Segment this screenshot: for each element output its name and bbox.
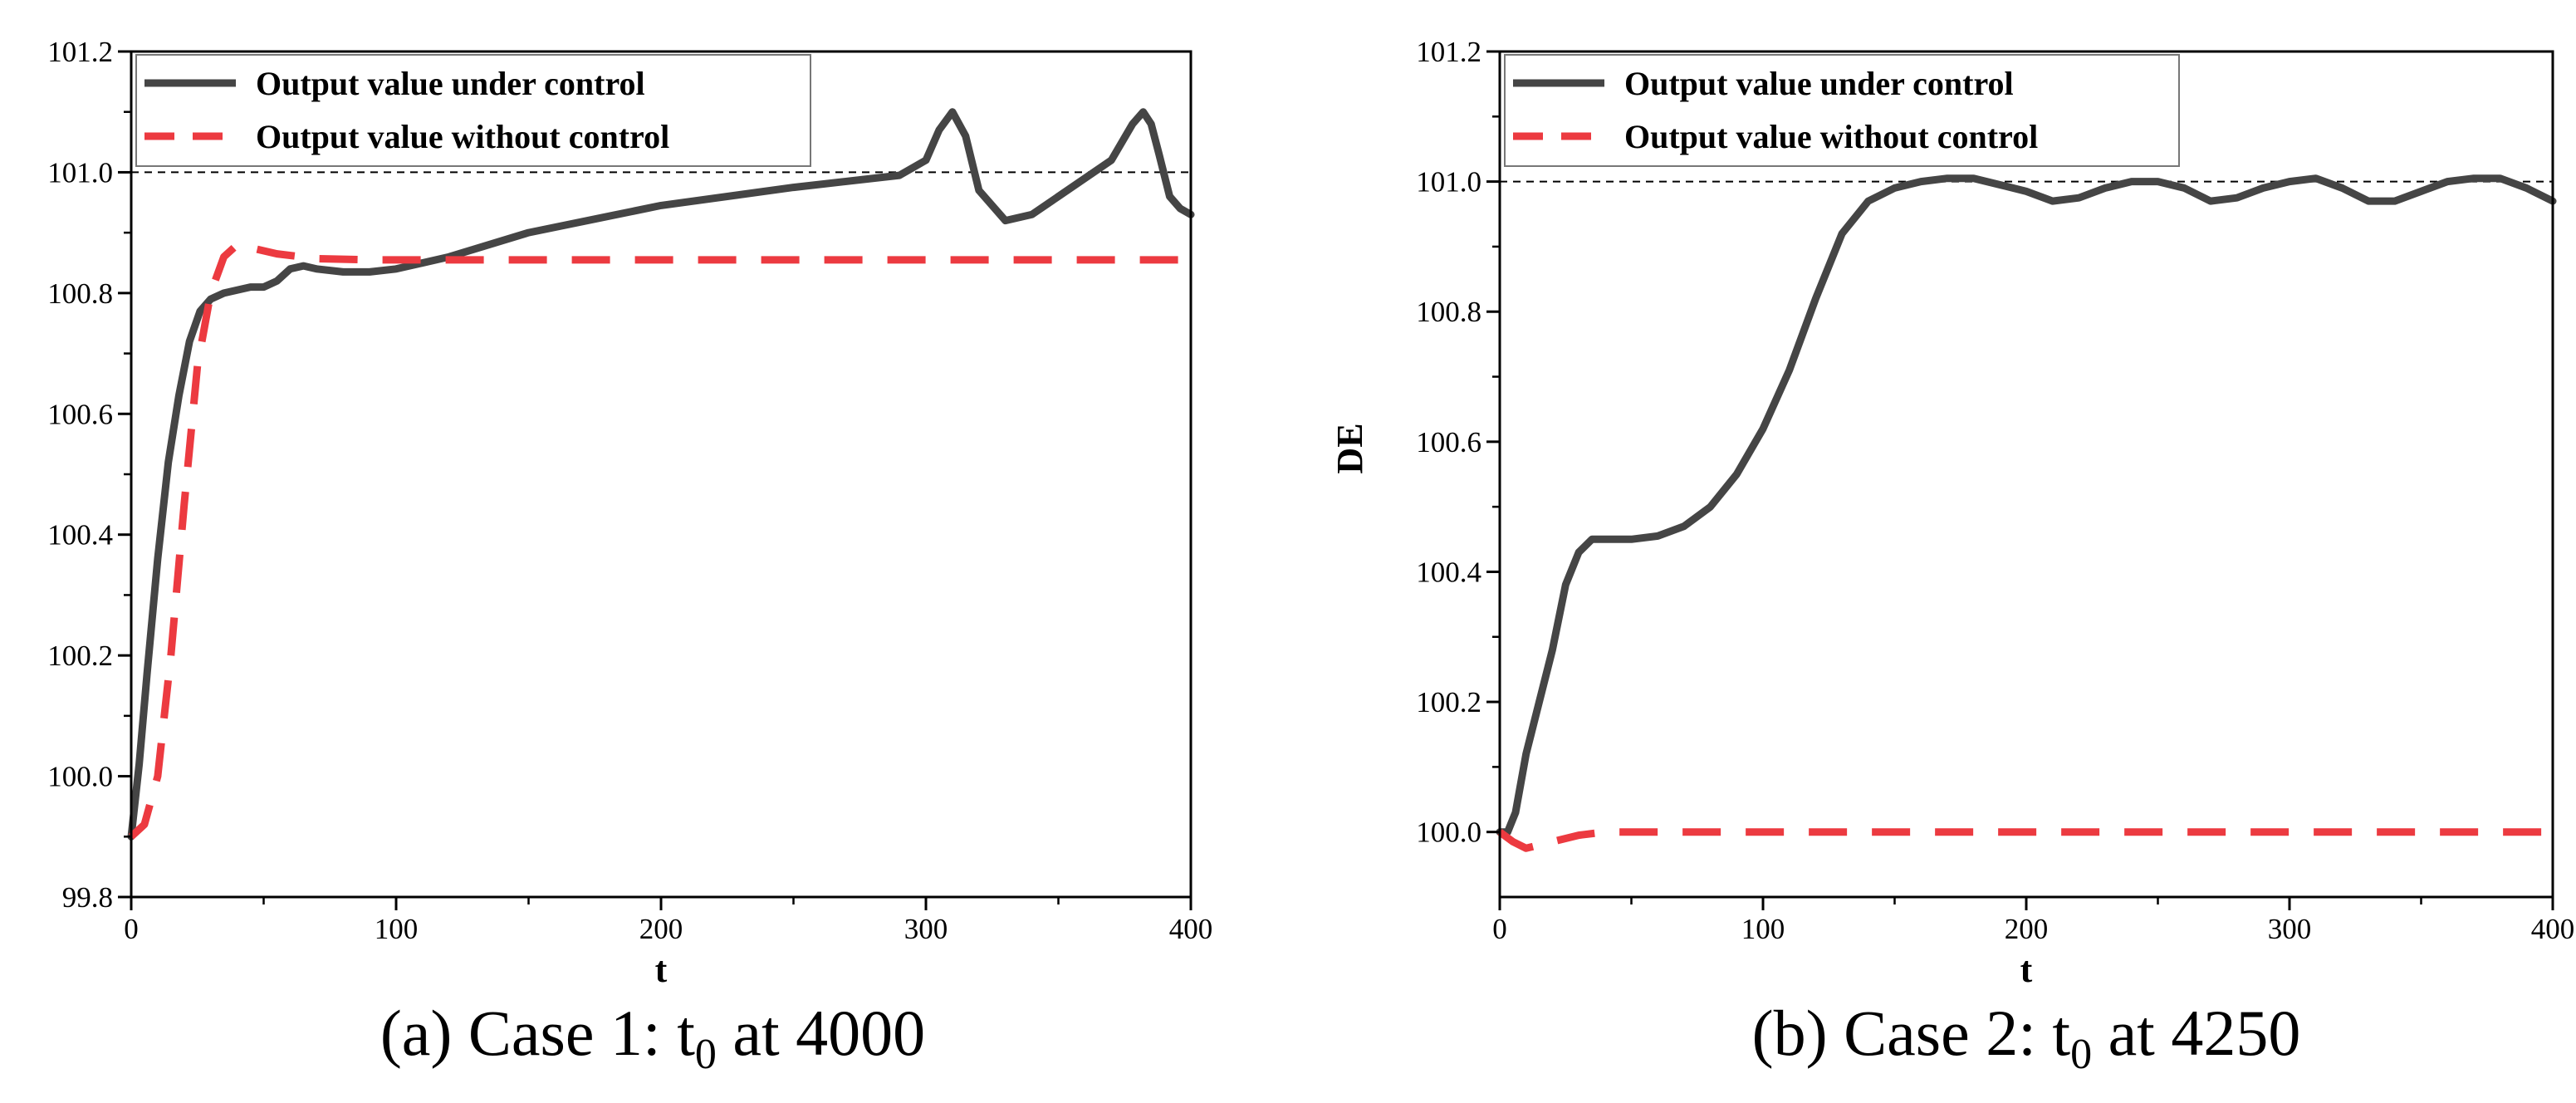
y-tick-label: 100.2 <box>1416 686 1481 718</box>
x-axis-title: t <box>655 949 668 990</box>
y-tick-label: 100.0 <box>47 761 113 793</box>
y-tick-label: 100.8 <box>47 277 113 310</box>
legend-box <box>135 54 811 167</box>
x-tick-label: 300 <box>2268 913 2312 945</box>
caption: (a) Case 1: t0 at 4000 <box>380 997 925 1078</box>
x-tick-label: 0 <box>124 913 139 945</box>
y-tick-label: 101.2 <box>47 36 113 68</box>
y-tick-label: 100.4 <box>1416 556 1481 588</box>
series-line-under-control <box>127 108 1195 841</box>
series-line-without-control <box>1497 828 2553 852</box>
y-axis-title: DE <box>1330 423 1370 473</box>
plot-frame <box>130 50 1193 899</box>
legend-box <box>1504 54 2180 167</box>
x-tick-label: 100 <box>1741 913 1785 945</box>
y-tick-label: 100.8 <box>1416 296 1481 328</box>
y-tick-label: 101.2 <box>1416 36 1481 68</box>
chart-case-1: 0 100 200 300 400 99.8 100.0 100.2 100.4 100.6 100… <box>47 36 1212 1078</box>
y-tick-label: 100.0 <box>1416 816 1481 849</box>
y-tick-label: 101.0 <box>47 156 113 189</box>
plot-frame <box>1498 50 2554 899</box>
chart-case-2: 0 100 200 300 400 100.0 100.2 100.4 100.6 100.8 10… <box>1330 36 2574 1078</box>
y-tick-label: 99.8 <box>62 881 113 914</box>
legend-label-under-control: Output value under control <box>256 65 645 102</box>
x-tick-label: 300 <box>904 913 948 945</box>
x-tick-label: 400 <box>1169 913 1213 945</box>
x-tick-label: 200 <box>639 913 683 945</box>
x-tick-label: 400 <box>2531 913 2575 945</box>
x-tick-label: 0 <box>1492 913 1507 945</box>
y-tick-label: 100.6 <box>47 398 113 430</box>
caption: (b) Case 2: t0 at 4250 <box>1752 997 2301 1078</box>
legend-label-without-control: Output value without control <box>1624 118 2038 155</box>
series-line-without-control <box>128 241 1191 840</box>
y-tick-label: 101.0 <box>1416 166 1481 199</box>
x-axis-title: t <box>2020 949 2033 990</box>
y-tick-label: 100.4 <box>47 519 113 552</box>
y-tick-label: 100.2 <box>47 640 113 672</box>
x-tick-label: 200 <box>2005 913 2049 945</box>
y-tick-label: 100.6 <box>1416 426 1481 458</box>
legend-label-under-control: Output value under control <box>1624 65 2014 102</box>
series-line-under-control <box>1496 174 2557 836</box>
x-tick-label: 100 <box>375 913 419 945</box>
legend-label-without-control: Output value without control <box>256 118 669 155</box>
